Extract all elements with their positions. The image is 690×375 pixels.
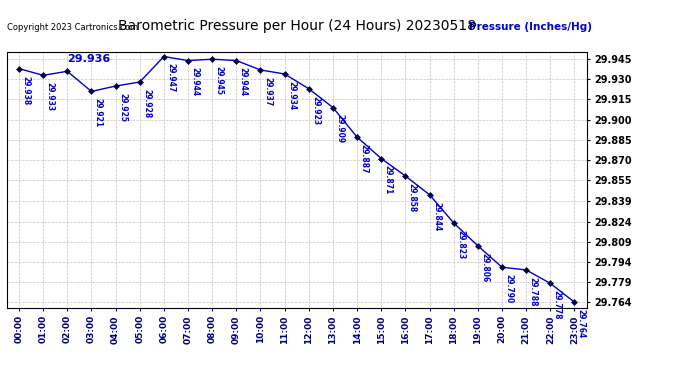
Text: 29.921: 29.921 bbox=[94, 98, 103, 128]
Text: 29.945: 29.945 bbox=[215, 66, 224, 95]
Text: Pressure (Inches/Hg): Pressure (Inches/Hg) bbox=[469, 22, 592, 32]
Text: 29.871: 29.871 bbox=[384, 165, 393, 195]
Text: 29.937: 29.937 bbox=[263, 77, 272, 106]
Text: 29.938: 29.938 bbox=[21, 75, 30, 105]
Text: Barometric Pressure per Hour (24 Hours) 20230518: Barometric Pressure per Hour (24 Hours) … bbox=[118, 19, 475, 33]
Text: 29.947: 29.947 bbox=[166, 63, 175, 93]
Text: 29.778: 29.778 bbox=[553, 290, 562, 320]
Text: 29.806: 29.806 bbox=[480, 253, 489, 282]
Text: 29.858: 29.858 bbox=[408, 183, 417, 212]
Text: 29.909: 29.909 bbox=[335, 114, 344, 144]
Text: 29.844: 29.844 bbox=[432, 202, 441, 231]
Text: 29.925: 29.925 bbox=[118, 93, 127, 122]
Text: 29.764: 29.764 bbox=[577, 309, 586, 338]
Text: 29.933: 29.933 bbox=[46, 82, 55, 111]
Text: 29.790: 29.790 bbox=[504, 274, 513, 303]
Text: 29.934: 29.934 bbox=[287, 81, 296, 110]
Text: Copyright 2023 Cartronics.com: Copyright 2023 Cartronics.com bbox=[7, 23, 138, 32]
Text: 29.944: 29.944 bbox=[190, 68, 199, 97]
Text: 29.887: 29.887 bbox=[359, 144, 368, 174]
Text: 29.823: 29.823 bbox=[456, 230, 465, 259]
Text: 29.788: 29.788 bbox=[529, 277, 538, 306]
Text: 29.928: 29.928 bbox=[142, 89, 151, 118]
Text: 29.936: 29.936 bbox=[68, 54, 110, 64]
Text: 29.944: 29.944 bbox=[239, 68, 248, 97]
Text: 29.923: 29.923 bbox=[311, 96, 320, 125]
